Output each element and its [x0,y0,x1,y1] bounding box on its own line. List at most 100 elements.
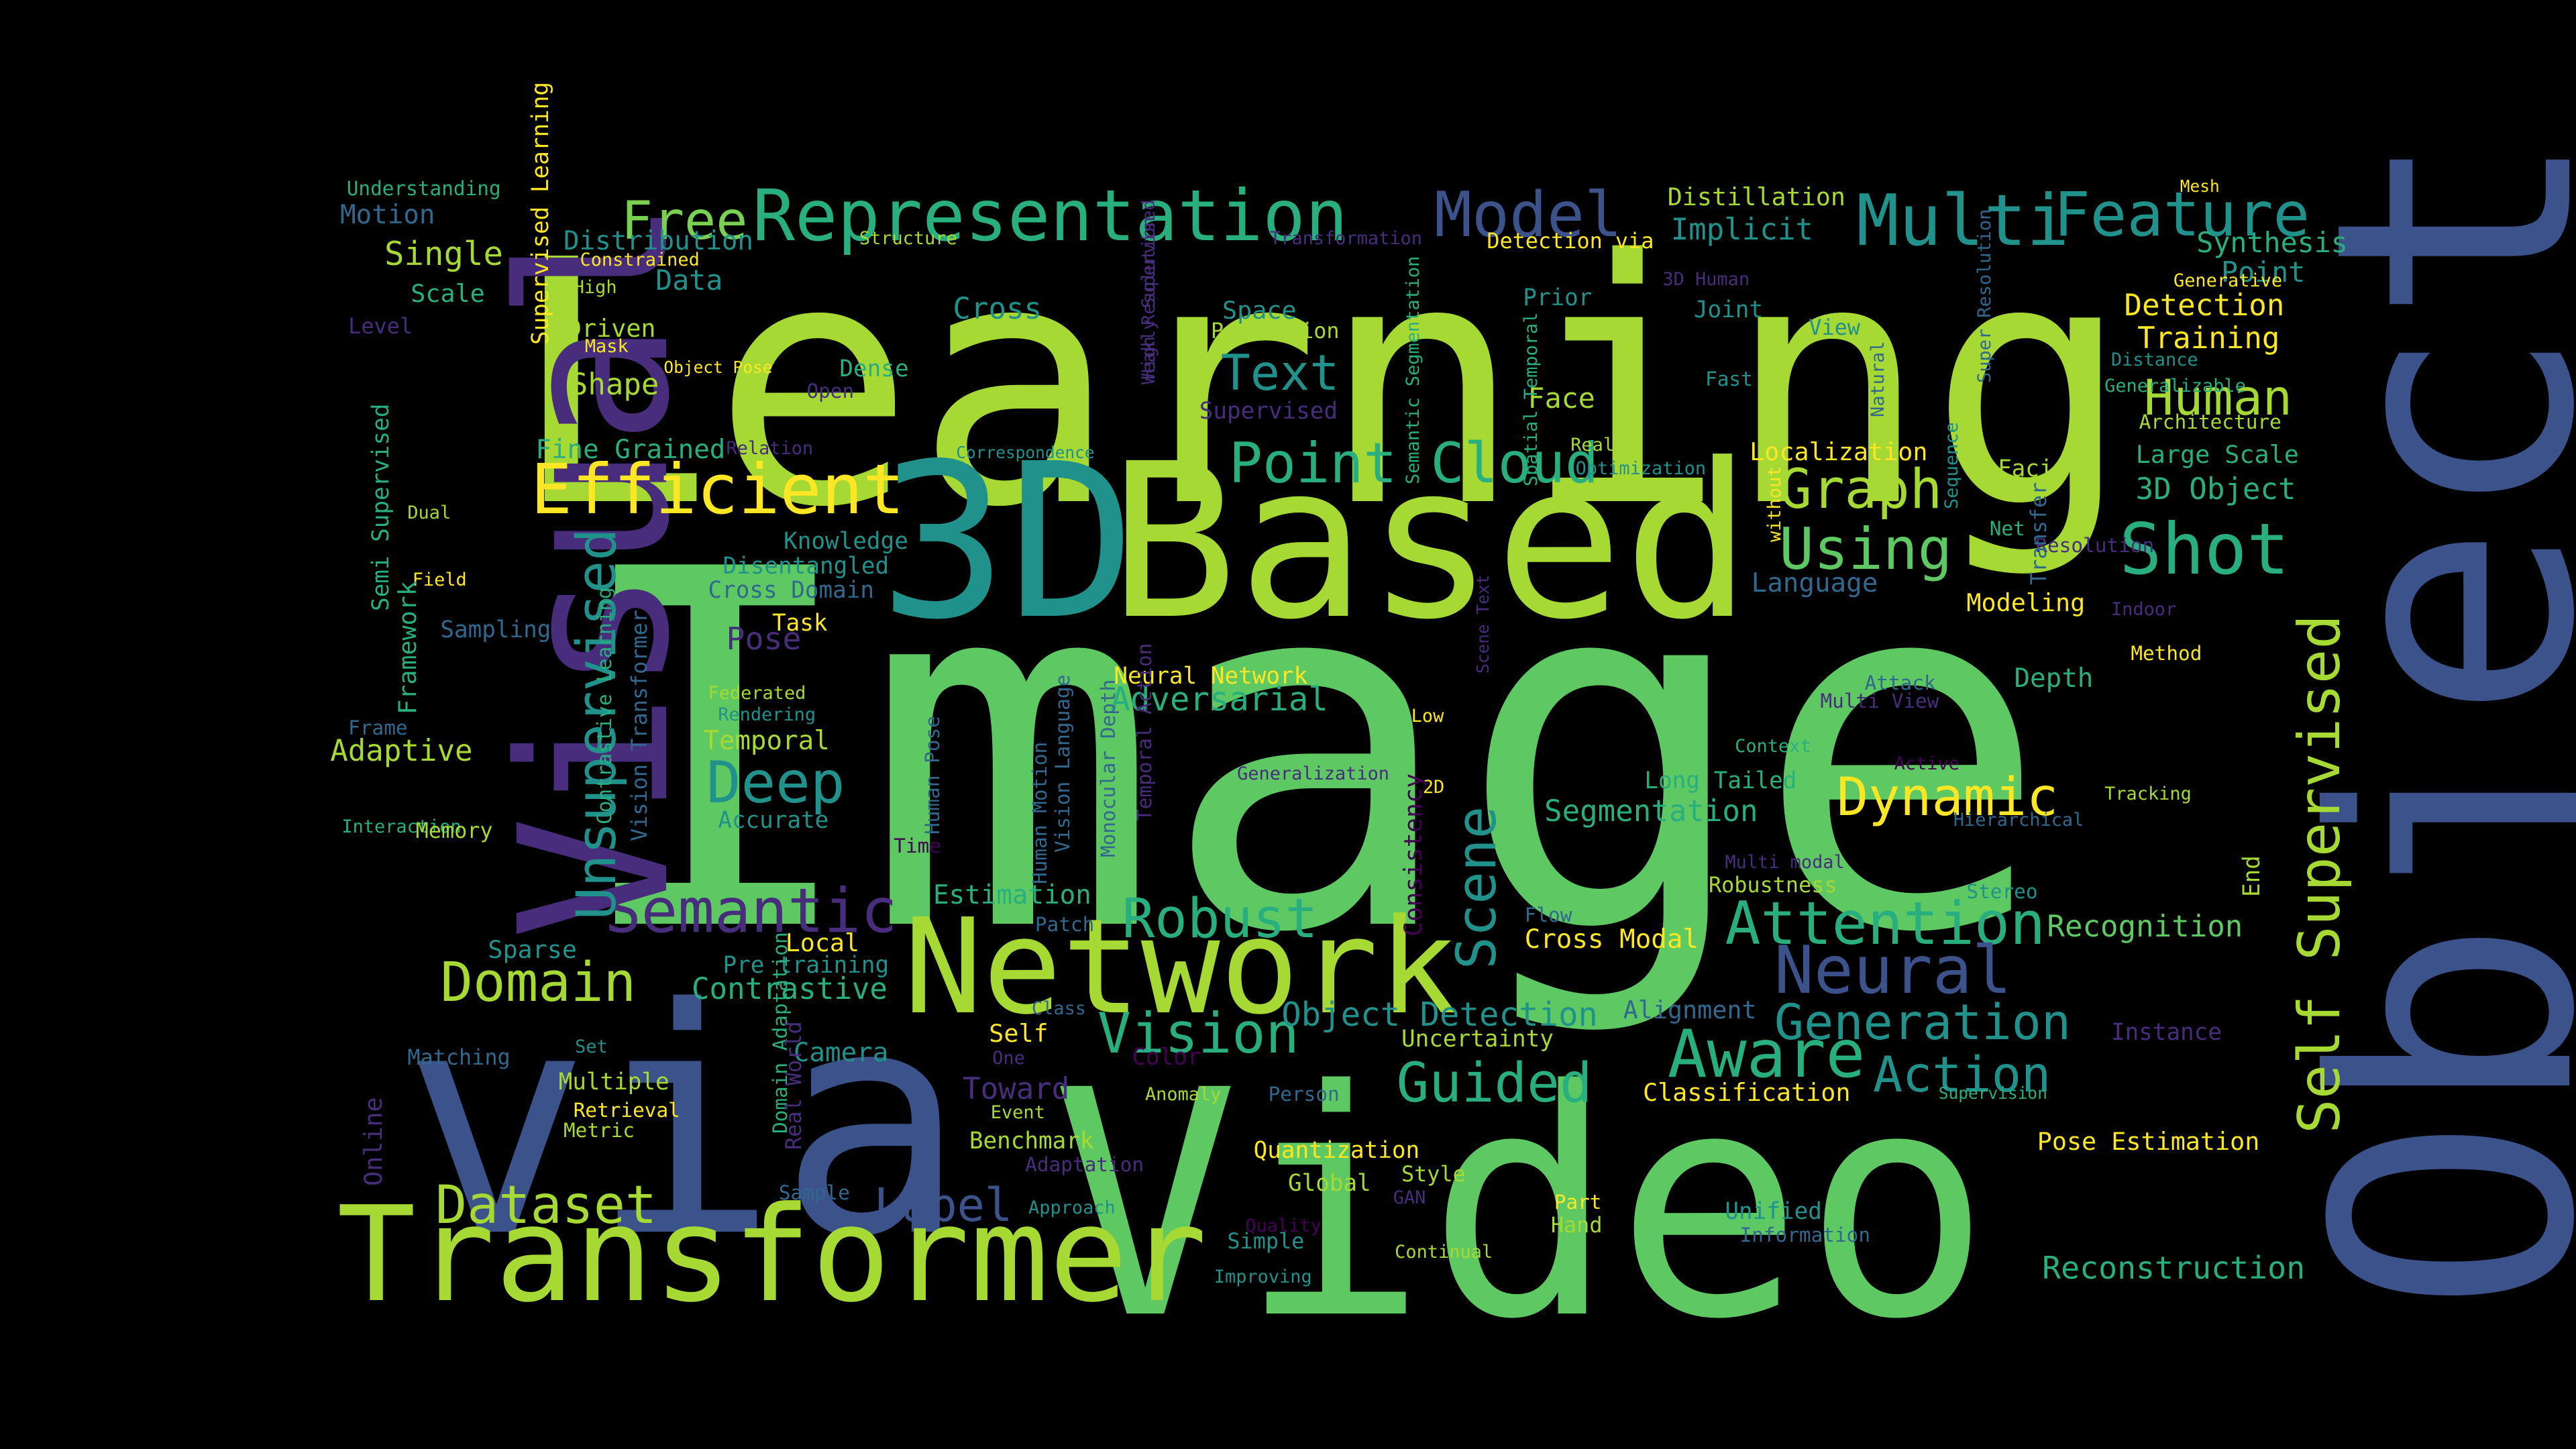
word-matching: Matching [407,1044,511,1070]
word-cross: Cross [953,291,1042,326]
word-dense: Dense [839,355,909,382]
word-vision-language: Vision Language [1051,674,1074,853]
word-online: Online [358,1097,388,1187]
word-free: Free [621,190,748,252]
word-continual: Continual [1395,1241,1493,1263]
word-mesh: Mesh [2180,176,2220,197]
word-distance: Distance [2110,350,2198,371]
word-constrained: Constrained [580,249,700,270]
word-image: Image [566,466,2051,1040]
word-disentangled: Disentangled [722,552,890,580]
word-rendering: Rendering [718,704,816,725]
word-improving: Improving [1214,1266,1312,1287]
word-language: Language [1751,568,1878,598]
word-real: Real [1570,435,1615,456]
word-transfer: Transfer [2026,482,2052,585]
word-cross-domain: Cross Domain [708,577,875,604]
word-scale: Scale [411,279,485,309]
word-relation: Relation [726,438,814,460]
word-federated: Federated [708,683,806,704]
word-attention: Attention [1725,889,2046,959]
word-3d-human: 3D Human [1662,269,1750,290]
word-representation: Representation [752,174,1348,257]
word-framework: Framework [393,581,423,715]
word-label: Label [873,1179,1013,1233]
word-open: Open [806,379,855,402]
word-generalization: Generalization [1237,763,1389,785]
word-part: Part [1554,1191,1602,1214]
word-benchmark: Benchmark [969,1127,1094,1155]
word-field: Field [412,570,467,591]
word-hand: Hand [1550,1212,1603,1238]
word-color: Color [1132,1043,1201,1071]
word-efficient: Efficient [531,449,905,530]
word-semi-supervised: Semi Supervised [368,403,395,612]
word-dynamic: Dynamic [1836,767,2059,828]
word-fine-grained: Fine Grained [535,435,726,466]
word-frame: Frame [348,716,408,739]
word-view: View [1809,315,1860,341]
word-super-resolution: Super Resolution [1974,209,1996,383]
word-adaptive: Adaptive [330,733,473,768]
word-using: Using [1779,516,1953,584]
word-adversarial: Adversarial [1110,680,1328,718]
word-point: Point [2221,255,2306,288]
word-classification: Classification [1642,1077,1851,1107]
word-robustness: Robustness [1708,871,1837,898]
word-event: Event [990,1102,1045,1123]
word-patch: Patch [1034,913,1095,936]
word-self: Self [989,1018,1049,1048]
word-human-motion: Human Motion [1028,741,1051,884]
word-temporal: Temporal [703,725,830,756]
word-correspondence: Correspondence [956,443,1095,463]
word-multiple: Multiple [558,1068,669,1095]
word-pre-training: Pre training [722,951,890,979]
word-global: Global [1288,1170,1371,1197]
word-self-supervised: Self Supervised [2286,614,2354,1134]
word-accurate: Accurate [718,807,829,835]
word-localization: Localization [1750,437,1928,466]
word-based: Based [1109,417,1752,667]
word-single: Single [384,235,503,274]
word-synthesis: Synthesis [2196,225,2348,259]
word-active: Active [1894,753,1960,775]
word-object-pose: Object Pose [663,357,773,377]
word-human-pose: Human Pose [921,716,945,835]
word-multi: Multi [1856,179,2070,262]
word-local: Local [785,928,860,957]
word-joint: Joint [1693,296,1764,323]
word-space: Space [1222,295,1297,325]
word-consistency: Consistency [1398,773,1428,936]
word-human: Human [2143,369,2293,427]
word-motion: Motion [339,199,435,230]
word-sample: Sample [778,1181,850,1204]
word-domain: Domain [440,951,637,1015]
word-dataset: Dataset [435,1174,657,1236]
word-style: Style [1401,1161,1466,1187]
word-pose-estimation: Pose Estimation [2037,1127,2260,1157]
word-scene-text: Scene Text [1473,574,1493,674]
word-neural-network: Neural Network [1114,662,1308,690]
word-set: Set [575,1036,608,1057]
word-supervision: Supervision [1938,1083,2047,1104]
word-prediction: Prediction [1210,318,1340,344]
word-contrastive-learning: Contrastive Learning [592,587,616,825]
word-face: Face [1527,382,1595,415]
word-object-detection: Object Detection [1281,996,1598,1034]
word-feature: Feature [2053,179,2310,250]
word-retrieval: Retrieval [573,1099,680,1122]
word-resolution: Resolution [2035,533,2155,557]
word-detection-via: Detection via [1487,227,1654,254]
word-time: Time [894,834,941,857]
word-supervised: Supervised [1199,398,1338,425]
word-quantization: Quantization [1253,1137,1420,1165]
word-sparse: Sparse [488,934,577,964]
word-generative: Generative [2174,270,2283,292]
word-detection: Detection [2124,288,2285,323]
word-guided: Guided [1396,1051,1593,1115]
word-dual: Dual [407,502,451,523]
word-memory: Memory [415,817,493,843]
word-one: One [992,1047,1025,1069]
word-robust: Robust [1122,887,1318,951]
